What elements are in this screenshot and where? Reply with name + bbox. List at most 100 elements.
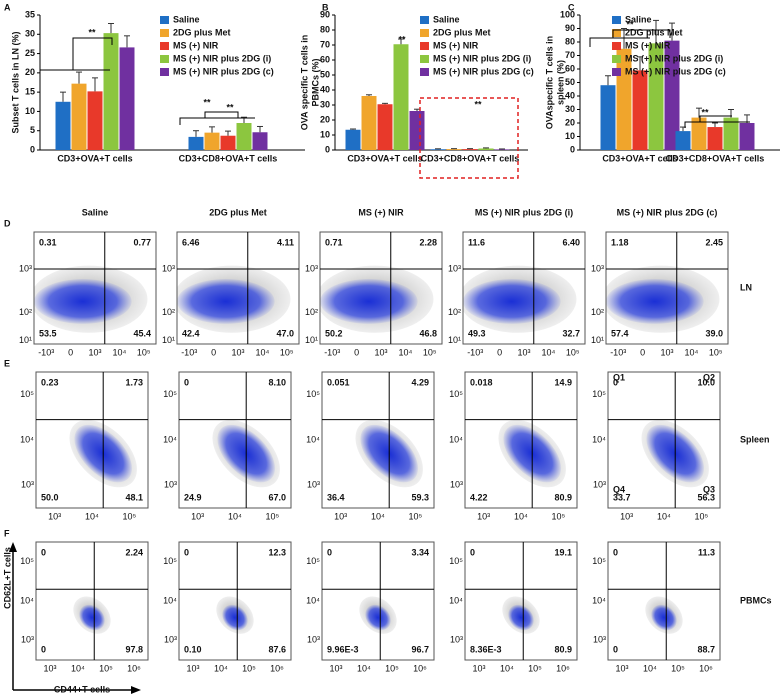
quadrant-ll: 24.9	[184, 492, 202, 502]
plot-frame	[607, 371, 721, 509]
x-tick-label: CD3+CD8+OVA+T cells	[421, 153, 520, 163]
x-tick-label: 10³	[660, 347, 673, 357]
y-tick-label: 25	[25, 48, 35, 58]
y-tick-label: 10³	[21, 635, 34, 645]
legend-swatch	[420, 68, 429, 76]
bar	[103, 33, 119, 150]
x-tick-label: -10³	[324, 347, 340, 357]
y-tick-label: 10³	[162, 263, 175, 273]
x-tick-label: 10⁵	[385, 663, 399, 673]
y-tick-label: 70	[320, 39, 330, 49]
y-tick-label: 10⁵	[306, 556, 320, 566]
tissue-label: PBMCs	[740, 595, 772, 605]
quadrant-ll: 4.22	[470, 492, 488, 502]
quadrant-ll: 53.5	[39, 328, 57, 338]
plot-frame	[464, 541, 578, 661]
panel-letter: E	[4, 358, 10, 368]
quadrant-ll: 36.4	[327, 492, 345, 502]
quadrant-ul: 0	[613, 547, 618, 557]
inset-box	[419, 97, 519, 179]
y-tick-label: 10⁵	[306, 389, 320, 399]
quadrant-ul: 1.18	[611, 237, 629, 247]
quadrant-ll: 33.7	[613, 492, 631, 502]
y-tick-label: 10⁴	[306, 595, 320, 605]
significance: **	[226, 102, 234, 112]
x-tick-label: 10⁶	[127, 663, 141, 673]
y-tick-label: 10⁵	[163, 556, 177, 566]
y-tick-label: 10⁵	[449, 556, 463, 566]
x-tick-label: 10⁶	[413, 663, 427, 673]
x-tick-label: 10³	[517, 347, 530, 357]
y-tick-label: 10⁵	[20, 389, 34, 399]
cell-cloud	[320, 265, 434, 333]
y-tick-label: 10²	[591, 307, 604, 317]
x-tick-label: 10⁴	[541, 347, 555, 357]
x-tick-label: 10⁶	[699, 663, 713, 673]
x-tick-label: 10⁵	[137, 347, 151, 357]
y-tick-label: 10³	[307, 635, 320, 645]
error-bar	[398, 38, 404, 45]
quadrant-ll: 0	[613, 644, 618, 654]
x-tick-label: 10³	[615, 663, 628, 673]
bar	[236, 123, 252, 150]
error-bar	[669, 22, 675, 41]
x-tick-label: 10⁵	[566, 347, 580, 357]
y-tick-label: 10¹	[162, 335, 175, 345]
error-bar	[76, 71, 82, 84]
x-tick-label: 10⁶	[556, 663, 570, 673]
error-bar	[124, 35, 130, 48]
legend-swatch	[420, 29, 429, 37]
bar	[616, 48, 632, 150]
y-axis-label: PBMCs (%)	[310, 58, 320, 106]
quadrant-lr: 96.7	[411, 644, 429, 654]
plot-frame	[35, 371, 149, 509]
y-tick-label: 10²	[19, 307, 32, 317]
quadrant-lr: 39.0	[705, 328, 723, 338]
quadrant-ul: 0.31	[39, 237, 57, 247]
x-tick-label: CD3+OVA+T cells	[347, 153, 422, 163]
x-tick-label: 10⁵	[265, 511, 279, 521]
legend-label: 2DG plus Met	[433, 27, 491, 37]
quadrant-ur: 2.45	[705, 237, 723, 247]
plot-frame	[464, 371, 578, 509]
y-tick-label: 10⁴	[163, 434, 177, 444]
quadrant-name: Q1	[613, 372, 625, 382]
error-bar	[225, 130, 231, 136]
x-tick-label: 0	[354, 347, 359, 357]
legend-label: 2DG plus Met	[173, 27, 231, 37]
x-tick-label: -10³	[38, 347, 54, 357]
bar	[409, 111, 425, 150]
bar	[377, 104, 393, 150]
x-tick-label: 10⁵	[408, 511, 422, 521]
quadrant-ur: 4.29	[411, 377, 429, 387]
error-bar	[92, 77, 98, 92]
quadrant-ll: 49.3	[468, 328, 486, 338]
density	[463, 279, 561, 324]
error-bar	[653, 19, 659, 44]
error-bar	[483, 147, 489, 149]
quadrant-ll: 0	[41, 644, 46, 654]
quadrant-ul: 0	[184, 377, 189, 387]
legend-swatch	[420, 16, 429, 24]
bar	[361, 96, 377, 150]
cell-cloud	[606, 265, 720, 333]
y-tick-label: 0	[325, 144, 330, 154]
quadrant-ul: 0	[613, 377, 618, 387]
x-tick-label: -10³	[181, 347, 197, 357]
x-tick-label: 10⁴	[398, 347, 412, 357]
plot-frame	[321, 371, 435, 509]
bar	[648, 43, 664, 150]
legend-swatch	[160, 29, 169, 37]
y-tick-label: 80	[565, 36, 575, 46]
y-tick-label: 40	[320, 84, 330, 94]
legend-label: 2DG plus Met	[625, 27, 683, 37]
y-tick-label: 10⁵	[163, 389, 177, 399]
x-tick-label: 10³	[43, 663, 56, 673]
x-tick-label: 10⁵	[528, 663, 542, 673]
x-tick-label: 10⁴	[214, 663, 228, 673]
cell-cloud	[73, 596, 111, 634]
y-tick-label: 10⁴	[306, 434, 320, 444]
cell-cloud	[645, 596, 683, 634]
x-tick-label: 10⁴	[85, 511, 99, 521]
legend-label: MS (+) NIR	[625, 40, 671, 50]
